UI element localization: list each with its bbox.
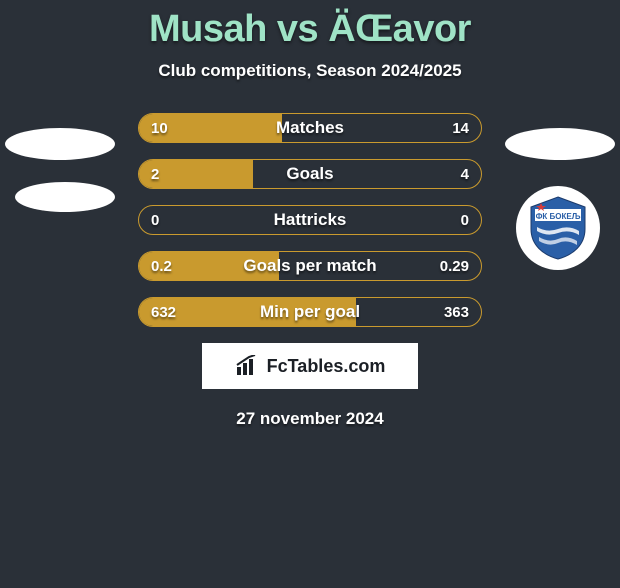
stat-label: Goals xyxy=(139,160,481,188)
stat-row-hattricks: 0 Hattricks 0 xyxy=(138,205,482,235)
club-crest-icon: ФК БОКЕЉ xyxy=(523,193,593,263)
watermark-text: FcTables.com xyxy=(267,356,386,377)
stat-label: Hattricks xyxy=(139,206,481,234)
stat-label: Goals per match xyxy=(139,252,481,280)
stat-value-right: 0 xyxy=(461,206,469,234)
stat-row-min-per-goal: 632 Min per goal 363 xyxy=(138,297,482,327)
stat-label: Matches xyxy=(139,114,481,142)
stat-value-right: 14 xyxy=(452,114,469,142)
stat-value-right: 4 xyxy=(461,160,469,188)
player-left-photo-placeholder-2 xyxy=(15,182,115,212)
stat-row-goals-per-match: 0.2 Goals per match 0.29 xyxy=(138,251,482,281)
player-left-photo-placeholder-1 xyxy=(5,128,115,160)
club-badge-right: ФК БОКЕЉ xyxy=(516,186,600,270)
page-title: Musah vs ÄŒavor xyxy=(0,8,620,51)
bar-chart-icon xyxy=(235,355,261,377)
snapshot-date: 27 november 2024 xyxy=(0,409,620,429)
stat-value-right: 363 xyxy=(444,298,469,326)
stat-value-right: 0.29 xyxy=(440,252,469,280)
svg-text:ФК БОКЕЉ: ФК БОКЕЉ xyxy=(536,212,581,221)
stat-row-matches: 10 Matches 14 xyxy=(138,113,482,143)
stat-label: Min per goal xyxy=(139,298,481,326)
player-right-photo-placeholder xyxy=(505,128,615,160)
watermark: FcTables.com xyxy=(202,343,418,389)
page-subtitle: Club competitions, Season 2024/2025 xyxy=(0,61,620,81)
stat-row-goals: 2 Goals 4 xyxy=(138,159,482,189)
